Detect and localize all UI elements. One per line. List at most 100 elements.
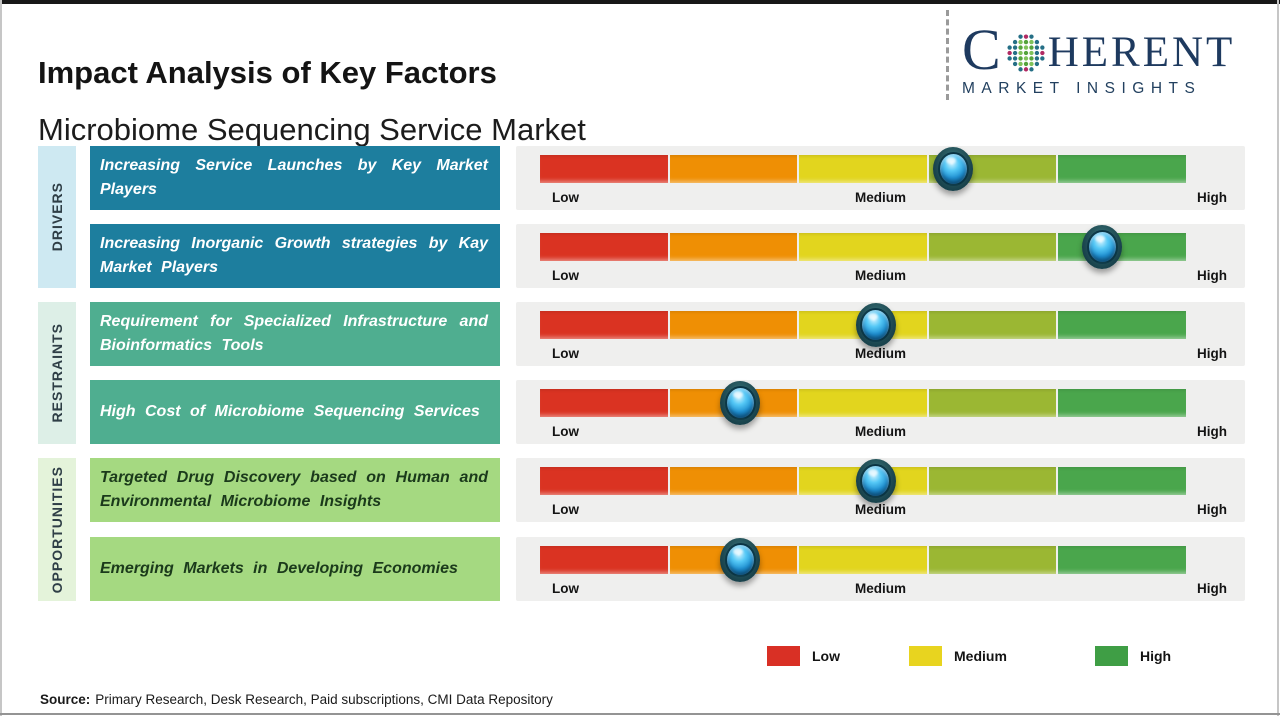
impact-marker-core bbox=[860, 464, 892, 498]
source-note: Source: Primary Research, Desk Research, … bbox=[40, 692, 553, 707]
bar-segment-low-mid bbox=[669, 311, 798, 339]
category-strip-restraints: RESTRAINTS bbox=[38, 302, 76, 444]
scale-label-medium: Medium bbox=[854, 502, 907, 517]
bar-segment-low bbox=[540, 467, 668, 495]
bar-segment-low bbox=[540, 311, 668, 339]
scale-label-high: High bbox=[1197, 502, 1227, 517]
legend-label-high: High bbox=[1140, 648, 1172, 664]
impact-marker-core bbox=[937, 152, 969, 186]
bar-segment-low-mid bbox=[669, 155, 798, 183]
legend-item-high: High bbox=[1095, 646, 1171, 666]
scale-label-high: High bbox=[1197, 346, 1227, 361]
bar-segment-high bbox=[1058, 546, 1186, 574]
category-label-restraints: RESTRAINTS bbox=[49, 323, 65, 423]
source-text: Primary Research, Desk Research, Paid su… bbox=[95, 692, 553, 707]
frame-bottom-edge bbox=[0, 713, 1280, 715]
brand-tagline: MARKET INSIGHTS bbox=[962, 79, 1202, 97]
bar-segment-low bbox=[540, 546, 668, 574]
legend-swatch-medium bbox=[909, 646, 942, 666]
impact-marker-core bbox=[860, 308, 892, 342]
factor-text: Increasing Inorganic Growth strategies b… bbox=[100, 235, 488, 276]
impact-scale-bar bbox=[540, 303, 1186, 347]
bar-segment-high bbox=[1058, 467, 1186, 495]
impact-scale-panel: Low Medium High bbox=[516, 537, 1245, 601]
impact-scale-panel: Low Medium High bbox=[516, 458, 1245, 522]
impact-scale-bar bbox=[540, 147, 1186, 191]
factor-box: Targeted Drug Discovery based on Human a… bbox=[90, 458, 500, 522]
bar-segment-low bbox=[540, 233, 668, 261]
scale-label-medium: Medium bbox=[854, 190, 907, 205]
category-strip-drivers: DRIVERS bbox=[38, 146, 76, 288]
impact-scale-bar bbox=[540, 225, 1186, 269]
bar-segment-low bbox=[540, 155, 668, 183]
bar-segment-mid-high bbox=[928, 311, 1057, 339]
page-subtitle: Microbiome Sequencing Service Market bbox=[38, 111, 586, 147]
scale-label-low: Low bbox=[552, 346, 579, 361]
header-divider bbox=[946, 10, 949, 100]
globe-dots-icon bbox=[1007, 34, 1045, 72]
impact-scale-bar bbox=[540, 538, 1186, 582]
factor-box: Increasing Inorganic Growth strategies b… bbox=[90, 224, 500, 288]
category-strip-opportunities: OPPORTUNITIES bbox=[38, 458, 76, 601]
legend-label-medium: Medium bbox=[954, 648, 1007, 664]
bar-segment-mid-high bbox=[928, 546, 1057, 574]
impact-scale-panel: Low Medium High bbox=[516, 380, 1245, 444]
legend-item-medium: Medium bbox=[909, 646, 1007, 666]
legend-swatch-high bbox=[1095, 646, 1128, 666]
scale-label-medium: Medium bbox=[854, 268, 907, 283]
legend-label-low: Low bbox=[812, 648, 840, 664]
bar-segment-mid-high bbox=[928, 233, 1057, 261]
brand-logo: C HERENT MARKET INSIGHTS bbox=[962, 17, 1262, 98]
factor-box: Emerging Markets in Developing Economies bbox=[90, 537, 500, 601]
factor-text: Emerging Markets in Developing Economies bbox=[100, 560, 458, 577]
scale-label-medium: Medium bbox=[854, 346, 907, 361]
scale-label-high: High bbox=[1197, 424, 1227, 439]
bar-segment-medium bbox=[799, 546, 927, 574]
bar-segment-mid-high bbox=[928, 389, 1057, 417]
legend-item-low: Low bbox=[767, 646, 840, 666]
impact-marker bbox=[720, 538, 761, 582]
factor-box: Requirement for Specialized Infrastructu… bbox=[90, 302, 500, 366]
impact-scale-panel: Low Medium High bbox=[516, 302, 1245, 366]
brand-letter-c: C bbox=[962, 17, 1004, 82]
bar-segment-high bbox=[1058, 311, 1186, 339]
bar-segment-high bbox=[1058, 155, 1186, 183]
impact-marker-core bbox=[724, 543, 756, 577]
brand-wordmark: C HERENT bbox=[962, 17, 1262, 82]
source-prefix: Source: bbox=[40, 692, 91, 707]
bar-segment-low-mid bbox=[669, 467, 798, 495]
scale-label-low: Low bbox=[552, 424, 579, 439]
scale-label-low: Low bbox=[552, 581, 579, 596]
scale-label-high: High bbox=[1197, 581, 1227, 596]
category-label-drivers: DRIVERS bbox=[49, 182, 65, 252]
frame-top-edge bbox=[0, 0, 1280, 4]
category-label-opportunities: OPPORTUNITIES bbox=[49, 465, 65, 594]
page-title: Impact Analysis of Key Factors bbox=[38, 54, 497, 90]
factor-text: Increasing Service Launches by Key Marke… bbox=[100, 157, 488, 198]
factor-box: High Cost of Microbiome Sequencing Servi… bbox=[90, 380, 500, 444]
frame-right-edge bbox=[1277, 0, 1279, 716]
scale-label-medium: Medium bbox=[854, 581, 907, 596]
bar-segment-medium bbox=[799, 389, 927, 417]
factor-text: High Cost of Microbiome Sequencing Servi… bbox=[100, 403, 480, 420]
impact-marker bbox=[720, 381, 761, 425]
impact-scale-panel: Low Medium High bbox=[516, 224, 1245, 288]
factor-box: Increasing Service Launches by Key Marke… bbox=[90, 146, 500, 210]
scale-label-high: High bbox=[1197, 190, 1227, 205]
bar-segment-mid-high bbox=[928, 467, 1057, 495]
scale-label-low: Low bbox=[552, 268, 579, 283]
brand-letters-rest: HERENT bbox=[1047, 28, 1236, 76]
scale-label-medium: Medium bbox=[854, 424, 907, 439]
scale-label-low: Low bbox=[552, 502, 579, 517]
impact-scale-bar bbox=[540, 381, 1186, 425]
bar-segment-low bbox=[540, 389, 668, 417]
impact-marker-core bbox=[724, 386, 756, 420]
impact-scale-panel: Low Medium High bbox=[516, 146, 1245, 210]
factor-text: Requirement for Specialized Infrastructu… bbox=[100, 313, 488, 354]
bar-segment-medium bbox=[799, 233, 927, 261]
impact-marker bbox=[933, 147, 974, 191]
impact-marker bbox=[1082, 225, 1123, 269]
scale-label-high: High bbox=[1197, 268, 1227, 283]
bar-segment-high bbox=[1058, 389, 1186, 417]
